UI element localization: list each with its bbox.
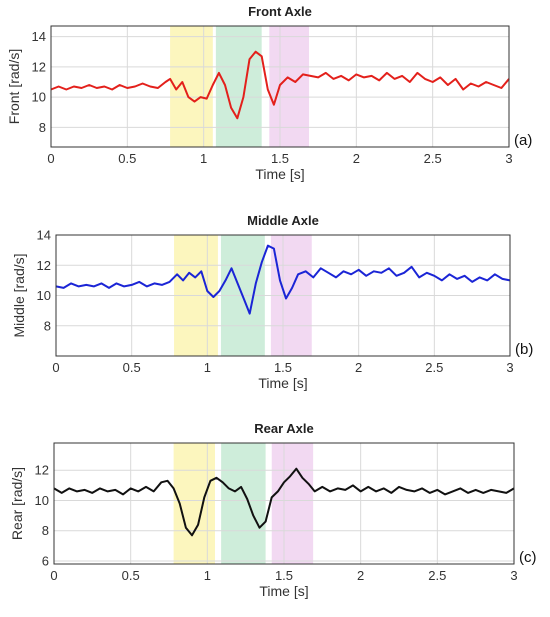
y-axis-label: Rear [rad/s] bbox=[9, 467, 25, 540]
x-tick-label: 2 bbox=[353, 151, 360, 166]
series-line-middle bbox=[55, 244, 511, 315]
y-tick-label: 8 bbox=[42, 523, 49, 538]
x-tick-label: 1 bbox=[200, 151, 207, 166]
x-tick-label: 3 bbox=[506, 360, 513, 375]
x-tick-label: 2 bbox=[355, 360, 362, 375]
chart-title: Front Axle bbox=[248, 4, 312, 19]
chart-middle-axle: 0 0.5 1 1.5 2 2.5 3 8 10 12 14 Middle Axle Time [… bbox=[11, 213, 533, 391]
x-tick-label: 0 bbox=[47, 151, 54, 166]
x-tick-label: 1 bbox=[204, 360, 211, 375]
y-tick-label: 12 bbox=[35, 463, 49, 478]
highlight-band-2 bbox=[221, 443, 266, 564]
plot-frame bbox=[55, 234, 511, 357]
y-axis-label: Middle [rad/s] bbox=[11, 253, 27, 337]
highlight-band-2 bbox=[215, 26, 262, 147]
x-axis-label: Time [s] bbox=[258, 375, 307, 391]
x-tick-label: 0 bbox=[52, 360, 59, 375]
x-tick-label: 2.5 bbox=[425, 360, 443, 375]
x-axis-label: Time [s] bbox=[259, 583, 308, 599]
highlight-band-3 bbox=[269, 26, 310, 147]
y-tick-label: 10 bbox=[32, 90, 46, 105]
y-tick-label: 8 bbox=[39, 120, 46, 135]
y-tick-label: 12 bbox=[37, 258, 51, 273]
x-tick-label: 3 bbox=[505, 151, 512, 166]
grid-lines bbox=[53, 443, 515, 564]
y-tick-label: 10 bbox=[35, 493, 49, 508]
chart-front-axle: 0 0.5 1 1.5 2 2.5 3 8 10 12 14 Front Axle Time [s… bbox=[6, 4, 532, 182]
y-tick-labels: 8 10 12 14 bbox=[32, 29, 46, 135]
x-tick-label: 2.5 bbox=[428, 568, 446, 583]
y-tick-labels: 8 10 12 14 bbox=[37, 228, 51, 334]
chart-title: Rear Axle bbox=[254, 421, 314, 436]
plot-frame bbox=[53, 442, 515, 565]
x-tick-label: 0.5 bbox=[123, 360, 141, 375]
x-tick-label: 1.5 bbox=[274, 360, 292, 375]
panel-label: (b) bbox=[515, 341, 533, 358]
x-tick-label: 2 bbox=[357, 568, 364, 583]
x-tick-label: 1 bbox=[204, 568, 211, 583]
plot-frame bbox=[50, 25, 510, 148]
panel-label: (a) bbox=[514, 132, 532, 149]
x-tick-label: 0.5 bbox=[118, 151, 136, 166]
x-tick-label: 3 bbox=[510, 568, 517, 583]
x-tick-labels: 0 0.5 1 1.5 2 2.5 3 bbox=[52, 360, 513, 375]
y-tick-label: 14 bbox=[37, 228, 51, 243]
y-tick-labels: 6 8 10 12 bbox=[35, 463, 49, 569]
y-tick-label: 14 bbox=[32, 29, 46, 44]
series-line-front bbox=[50, 50, 510, 120]
series-line-rear bbox=[53, 467, 515, 537]
x-tick-label: 1.5 bbox=[271, 151, 289, 166]
y-tick-label: 10 bbox=[37, 288, 51, 303]
x-tick-labels: 0 0.5 1 1.5 2 2.5 3 bbox=[50, 568, 517, 583]
y-tick-label: 6 bbox=[42, 553, 49, 568]
highlight-band-1 bbox=[170, 26, 213, 147]
x-tick-label: 2.5 bbox=[424, 151, 442, 166]
x-axis-label: Time [s] bbox=[255, 166, 304, 182]
y-axis-label: Front [rad/s] bbox=[6, 49, 22, 124]
y-tick-label: 8 bbox=[44, 318, 51, 333]
highlight-bands bbox=[170, 26, 310, 147]
panel-label: (c) bbox=[519, 549, 537, 566]
chart-title: Middle Axle bbox=[247, 213, 319, 228]
highlight-bands bbox=[173, 443, 314, 564]
highlight-band-3 bbox=[271, 443, 314, 564]
x-tick-label: 1.5 bbox=[275, 568, 293, 583]
x-tick-labels: 0 0.5 1 1.5 2 2.5 3 bbox=[47, 151, 512, 166]
x-tick-label: 0.5 bbox=[122, 568, 140, 583]
y-tick-label: 12 bbox=[32, 59, 46, 74]
x-tick-label: 0 bbox=[50, 568, 57, 583]
